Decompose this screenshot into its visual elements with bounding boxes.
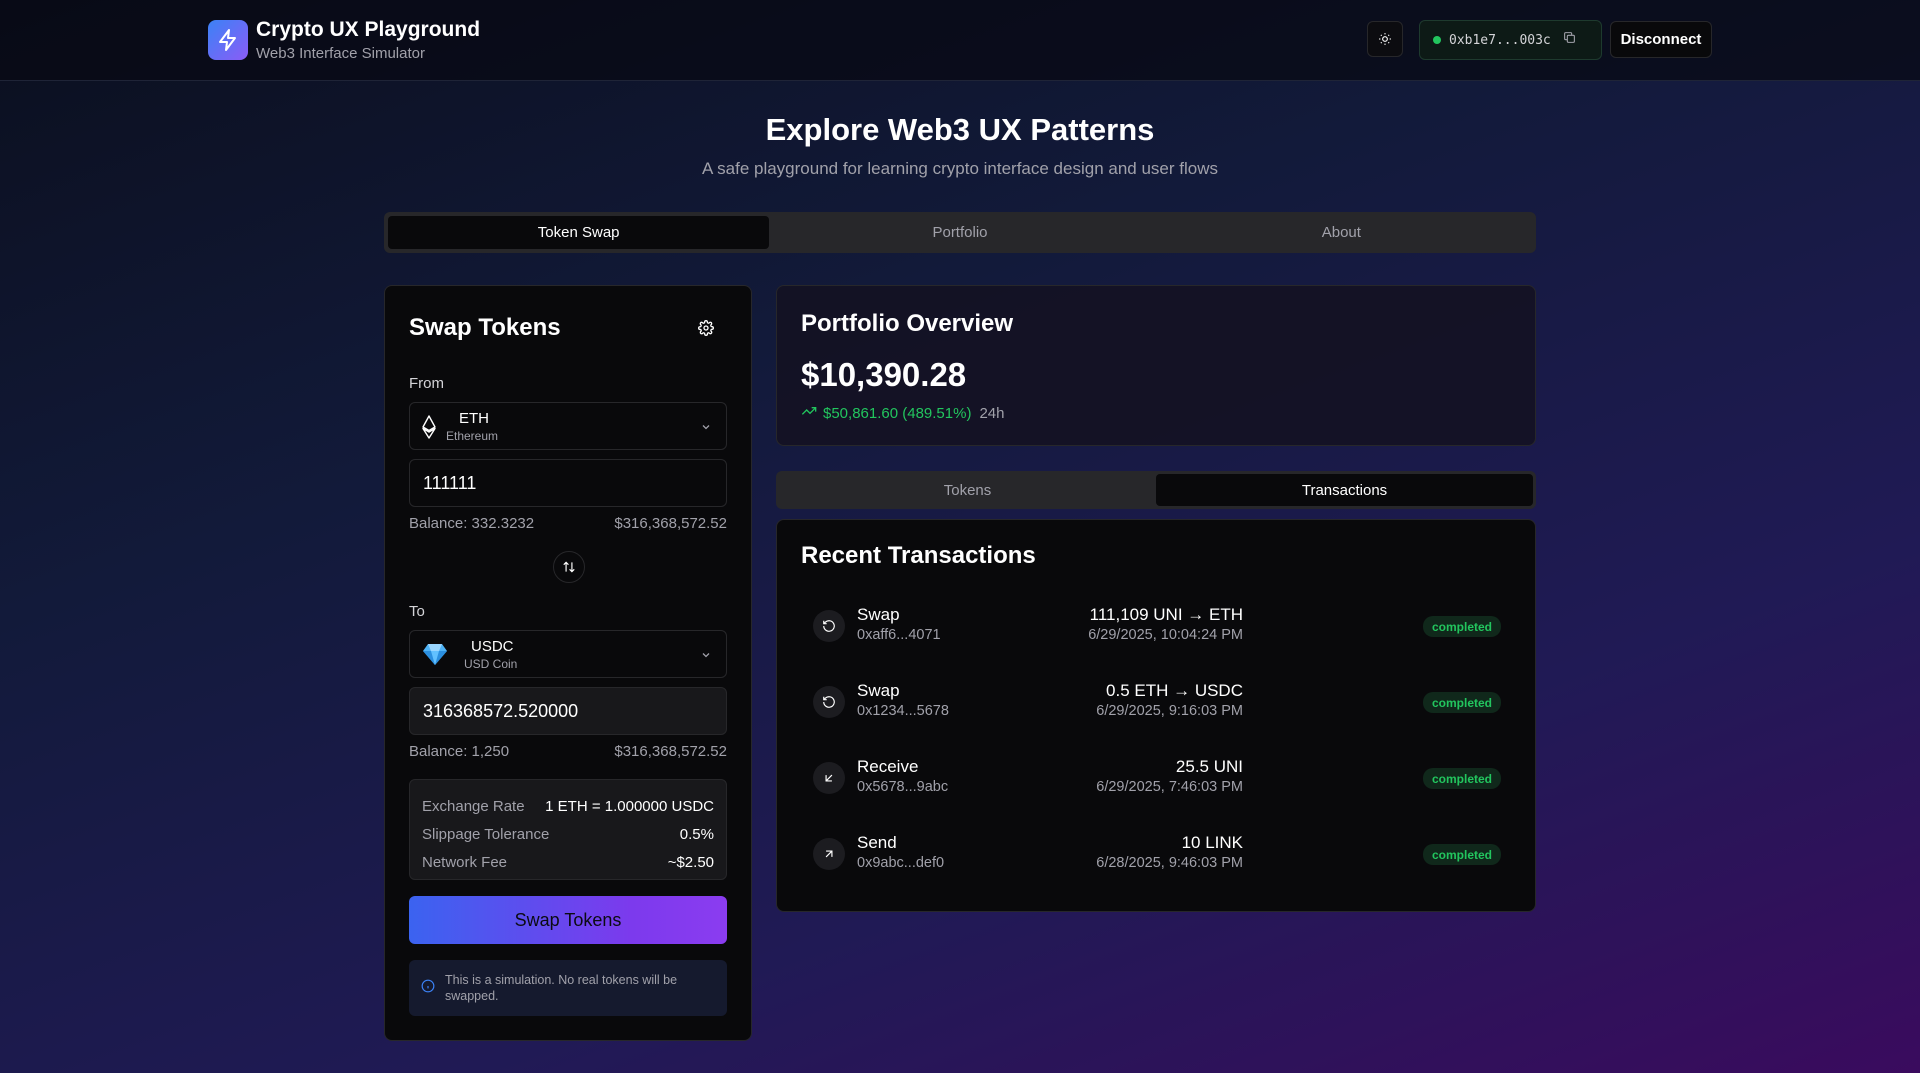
from-token-select[interactable]: ETH Ethereum — [409, 402, 727, 450]
detail-key: Network Fee — [422, 853, 508, 871]
transaction-type: Swap — [857, 681, 900, 700]
portfolio-overview-card: Portfolio Overview $10,390.28 $50,861.60… — [776, 285, 1536, 446]
from-token-symbol: ETH — [459, 410, 489, 427]
chevron-down-icon — [700, 648, 712, 666]
to-label: To — [409, 603, 425, 620]
transaction-row[interactable]: Send 0x9abc...def0 10 LINK 6/28/2025, 9:… — [801, 824, 1513, 884]
tab-tokens[interactable]: Tokens — [943, 481, 992, 499]
gear-icon[interactable] — [698, 320, 714, 341]
to-amount-input[interactable]: 316368572.520000 — [409, 687, 727, 735]
gem-icon — [422, 642, 448, 671]
swap-details: Exchange Rate 1 ETH = 1.000000 USDC Slip… — [409, 779, 727, 880]
wallet-address-chip[interactable]: 0xb1e7...003c — [1419, 20, 1602, 60]
from-amount-input[interactable]: 111111 — [409, 459, 727, 507]
transactions-title: Recent Transactions — [801, 542, 1036, 569]
app-title: Crypto UX Playground — [256, 18, 481, 41]
to-balance-row: Balance: 1,250 $316,368,572.52 — [409, 743, 727, 760]
detail-row: Exchange Rate 1 ETH = 1.000000 USDC — [422, 792, 714, 820]
simulation-notice-text: This is a simulation. No real tokens wil… — [445, 973, 678, 1003]
status-badge: completed — [1422, 616, 1501, 637]
swap-direction-button[interactable] — [553, 551, 585, 583]
transaction-time: 6/29/2025, 10:04:24 PM — [1088, 627, 1243, 643]
transaction-amount: 25.5 UNI — [1175, 757, 1243, 776]
ethereum-icon — [422, 415, 436, 444]
transaction-type: Receive — [857, 757, 919, 776]
detail-key: Slippage Tolerance — [422, 825, 550, 843]
app-subtitle: Web3 Interface Simulator — [256, 45, 425, 62]
detail-value: 0.5% — [679, 825, 714, 843]
status-badge: completed — [1422, 844, 1501, 865]
transaction-amount: 10 LINK — [1181, 833, 1243, 852]
portfolio-change-period: 24h — [979, 404, 1005, 422]
transaction-type: Send — [857, 833, 897, 852]
to-token-select[interactable]: USDC USD Coin — [409, 630, 727, 678]
transaction-hash: 0x1234...5678 — [857, 703, 949, 719]
arrow-up-right-icon — [813, 838, 845, 870]
portfolio-change-amount: $50,861.60 (489.51%) — [823, 404, 972, 422]
arrow-down-left-icon — [813, 762, 845, 794]
swap-icon — [813, 610, 845, 642]
hero-title: Explore Web3 UX Patterns — [765, 112, 1155, 147]
transaction-type: Swap — [857, 605, 900, 624]
tab-portfolio[interactable]: Portfolio — [932, 224, 988, 241]
theme-toggle-button[interactable] — [1367, 21, 1403, 57]
detail-row: Network Fee ~$2.50 — [422, 848, 714, 876]
tab-token-swap[interactable]: Token Swap — [388, 216, 770, 249]
app-header: Crypto UX Playground Web3 Interface Simu… — [0, 0, 1920, 81]
swap-icon — [813, 686, 845, 718]
to-balance: Balance: 1,250 — [409, 743, 510, 760]
transaction-amount: 0.5 ETH → USDC — [1106, 681, 1243, 700]
from-balance: Balance: 332.3232 — [409, 515, 535, 532]
from-token-name: Ethereum — [446, 429, 499, 443]
transaction-hash: 0x5678...9abc — [857, 779, 949, 795]
lightning-logo-icon — [208, 20, 248, 60]
transaction-amount: 111,109 UNI → ETH — [1089, 605, 1243, 624]
portfolio-value: $10,390.28 — [801, 356, 967, 393]
connected-status-dot — [1433, 36, 1441, 44]
detail-row: Slippage Tolerance 0.5% — [422, 820, 714, 848]
detail-value: ~$2.50 — [667, 853, 714, 871]
info-icon — [421, 979, 435, 998]
portfolio-tab-bar: Tokens Transactions — [776, 471, 1536, 509]
transaction-row[interactable]: Swap 0xaff6...4071 111,109 UNI → ETH 6/2… — [801, 596, 1513, 656]
main-tab-bar: Token Swap Portfolio About — [384, 212, 1536, 253]
swap-card: Swap Tokens From ETH Ethereum 111111 Bal… — [384, 285, 752, 1041]
transaction-time: 6/29/2025, 7:46:03 PM — [1096, 779, 1243, 795]
from-balance-row: Balance: 332.3232 $316,368,572.52 — [409, 515, 727, 532]
to-usd-value: $316,368,572.52 — [614, 743, 727, 760]
transaction-hash: 0xaff6...4071 — [857, 627, 941, 643]
transaction-hash: 0x9abc...def0 — [857, 855, 945, 871]
simulation-notice: This is a simulation. No real tokens wil… — [409, 960, 727, 1016]
tab-transactions[interactable]: Transactions — [1156, 474, 1533, 506]
transaction-row[interactable]: Receive 0x5678...9abc 25.5 UNI 6/29/2025… — [801, 748, 1513, 808]
status-badge: completed — [1422, 768, 1501, 789]
recent-transactions-card: Recent Transactions Swap 0xaff6...4071 1… — [776, 519, 1536, 912]
hero-subtitle: A safe playground for learning crypto in… — [702, 159, 1218, 178]
disconnect-button[interactable]: Disconnect — [1610, 21, 1712, 58]
chevron-down-icon — [700, 420, 712, 438]
from-usd-value: $316,368,572.52 — [614, 515, 727, 532]
transaction-time: 6/29/2025, 9:16:03 PM — [1096, 703, 1243, 719]
transaction-time: 6/28/2025, 9:46:03 PM — [1096, 855, 1243, 871]
swap-title: Swap Tokens — [409, 314, 561, 341]
trending-up-icon — [801, 403, 817, 423]
to-token-symbol: USDC — [471, 638, 514, 655]
portfolio-change: $50,861.60 (489.51%) 24h — [801, 403, 1004, 423]
wallet-address: 0xb1e7...003c — [1449, 32, 1551, 48]
arrows-up-down-icon — [563, 561, 575, 573]
sun-icon — [1379, 33, 1391, 45]
copy-icon[interactable] — [1563, 31, 1576, 49]
swap-tokens-button[interactable]: Swap Tokens — [409, 896, 727, 944]
detail-key: Exchange Rate — [422, 797, 525, 815]
tab-about[interactable]: About — [1321, 224, 1361, 241]
from-label: From — [409, 375, 444, 392]
to-token-name: USD Coin — [464, 657, 518, 671]
status-badge: completed — [1422, 692, 1501, 713]
detail-value: 1 ETH = 1.000000 USDC — [545, 797, 714, 815]
portfolio-title: Portfolio Overview — [801, 310, 1014, 337]
transaction-row[interactable]: Swap 0x1234...5678 0.5 ETH → USDC 6/29/2… — [801, 672, 1513, 732]
